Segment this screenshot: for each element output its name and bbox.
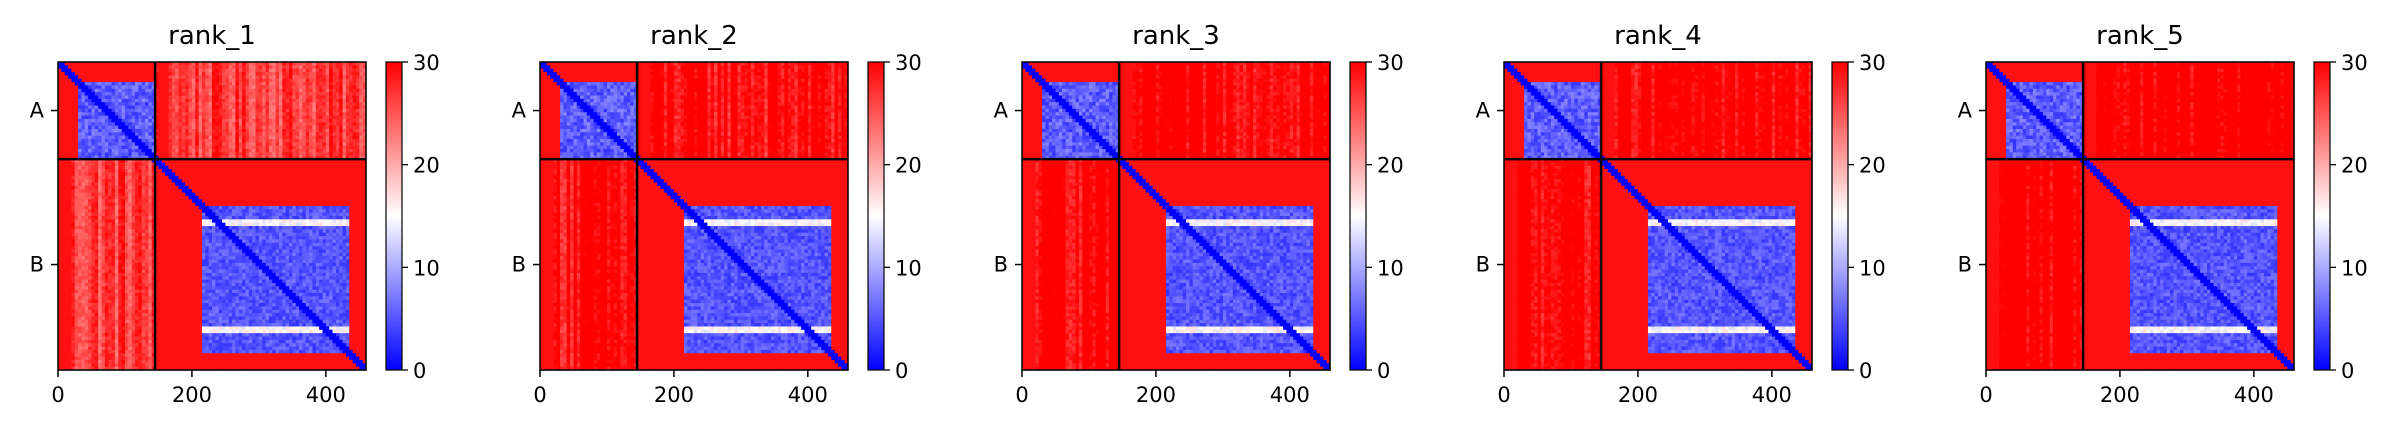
pae-matrix bbox=[58, 62, 367, 371]
